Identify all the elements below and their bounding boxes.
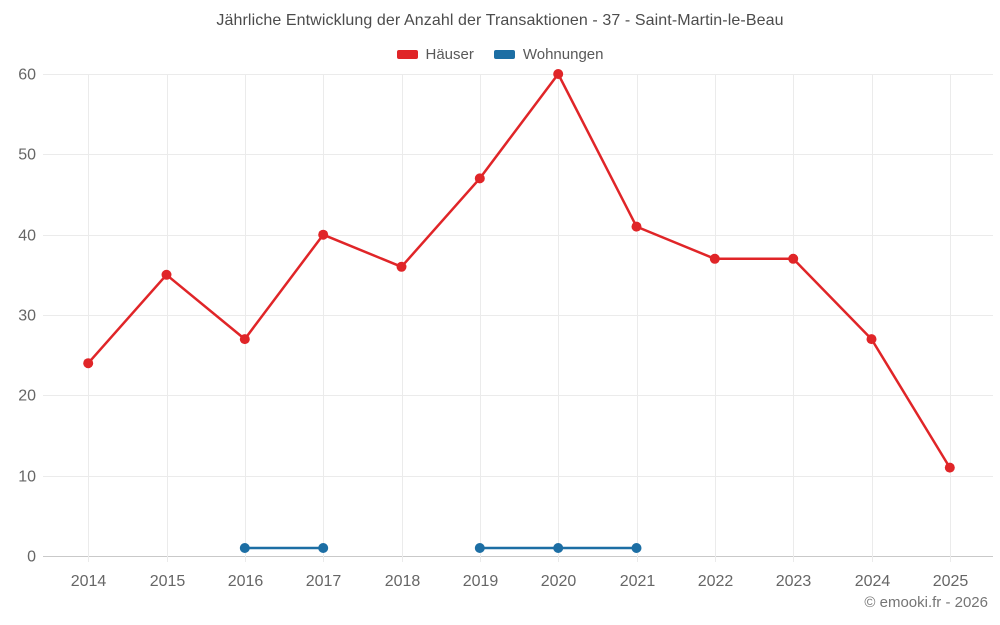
copyright-text: © emooki.fr - 2026 [864,594,988,611]
y-tick-label: 30 [18,308,36,325]
data-point [83,358,94,369]
y-tick-label: 60 [18,67,36,84]
data-point [474,173,485,184]
data-point [239,334,250,345]
data-point [161,269,172,280]
data-point [553,543,564,553]
x-tick-label: 2019 [463,573,499,590]
legend-label: Wohnungen [522,46,604,63]
chart-legend: Häuser Wohnungen [0,46,1000,63]
y-tick-label: 0 [27,549,36,566]
y-tick-label: 20 [18,388,36,405]
data-point [788,253,799,264]
x-tick-label: 2021 [620,573,656,590]
x-tick-label: 2020 [541,573,577,590]
legend-label: Häuser [425,46,474,63]
legend-item[interactable]: Wohnungen [493,46,604,63]
x-tick-label: 2023 [776,573,812,590]
x-tick-label: 2022 [698,573,734,590]
chart-title: Jährliche Entwicklung der Anzahl der Tra… [216,12,784,29]
y-tick-label: 50 [18,147,36,164]
data-point [553,69,564,79]
series-line [86,72,952,469]
data-point [866,334,877,345]
x-tick-label: 2025 [933,573,969,590]
legend-swatch [396,50,418,59]
data-point [474,543,485,553]
x-tick-label: 2017 [306,573,342,590]
x-tick-label: 2024 [855,573,891,590]
data-point [709,253,720,264]
legend-swatch [493,50,515,59]
data-point [239,543,250,553]
y-tick-label: 40 [18,228,36,245]
x-tick-label: 2016 [228,573,264,590]
y-tick-label: 10 [18,469,36,486]
legend-item[interactable]: Häuser [396,46,474,63]
data-point [318,543,329,553]
data-point [944,462,955,473]
data-point [631,221,642,232]
data-point [318,229,329,240]
x-tick-label: 2018 [385,573,421,590]
data-point [396,261,407,272]
x-tick-label: 2015 [150,573,186,590]
x-tick-label: 2014 [71,573,107,590]
data-point [631,543,642,553]
